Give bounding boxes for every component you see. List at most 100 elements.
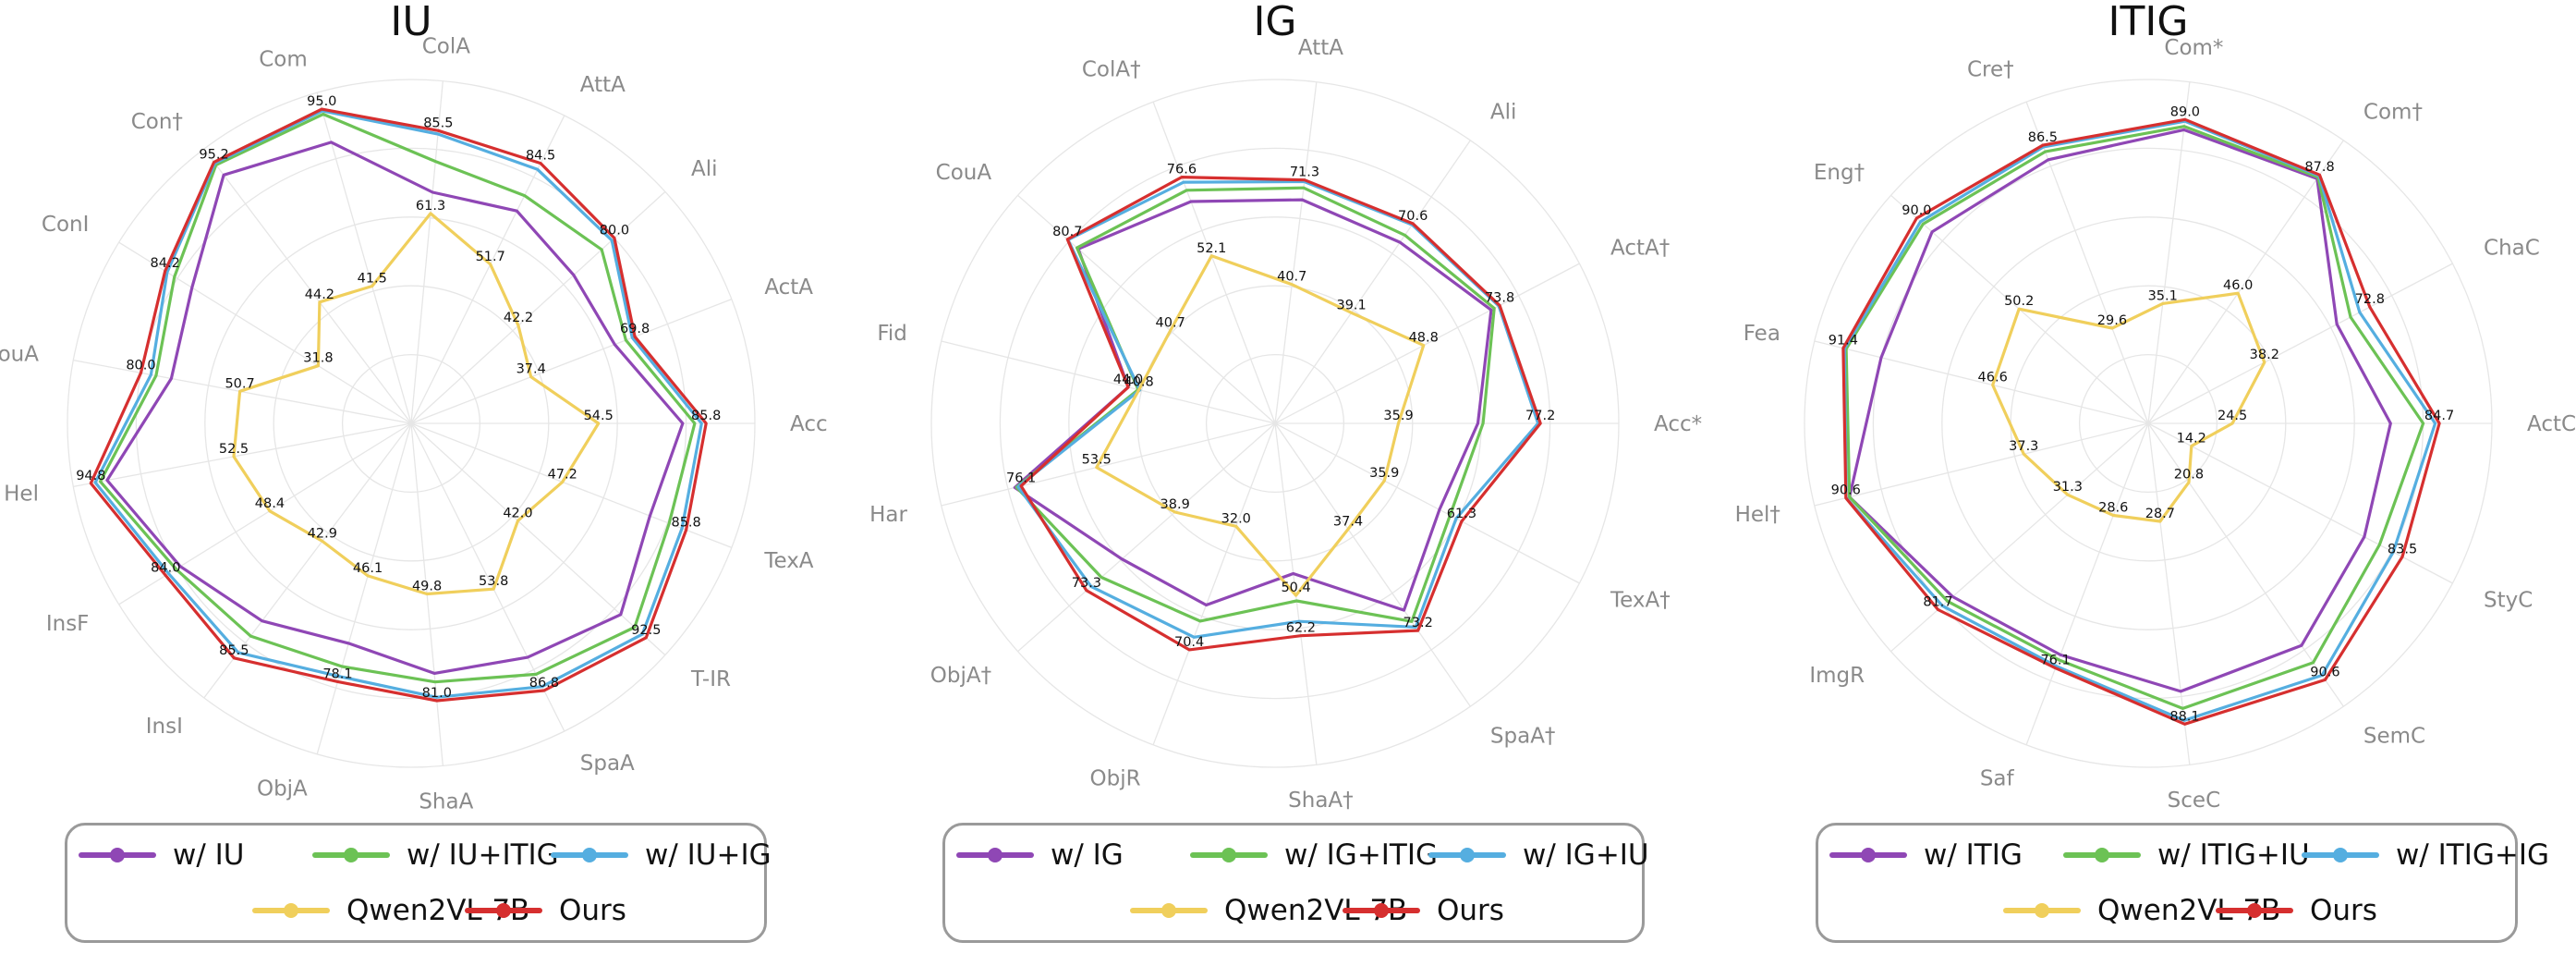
data-label: 76.1 — [1006, 471, 1036, 486]
legend-swatch — [1130, 903, 1208, 918]
legend-swatch — [312, 848, 390, 862]
grid-spoke — [410, 299, 733, 424]
legend-swatch — [1190, 848, 1268, 862]
legend-label: w/ ITIG+IG — [2396, 838, 2550, 872]
data-label: 40.7 — [1156, 316, 1185, 331]
data-label: 61.3 — [1447, 507, 1476, 521]
data-label: 48.4 — [255, 496, 285, 511]
data-label: 32.0 — [1221, 511, 1251, 526]
legend-marker — [496, 903, 511, 918]
data-label: 84.5 — [526, 149, 555, 164]
series-ours — [89, 107, 708, 703]
grid-spoke — [2147, 81, 2191, 424]
grid-spoke — [1274, 140, 1471, 424]
data-label: 73.2 — [1403, 616, 1433, 630]
data-label: 85.8 — [671, 515, 700, 530]
data-label: 81.7 — [1923, 595, 1952, 610]
data-label: 90.6 — [1831, 483, 1861, 498]
axis-label-coua: CouA — [0, 343, 39, 367]
data-label: 46.6 — [1978, 371, 2008, 385]
legend-item-ours: Ours — [465, 892, 626, 929]
grid-spoke — [2147, 422, 2344, 707]
axis-label-t-ir: T-IR — [690, 667, 731, 691]
data-label: 40.8 — [1124, 375, 1153, 390]
legend-marker — [110, 848, 125, 862]
data-label: 54.5 — [584, 409, 614, 423]
data-label: 95.2 — [199, 147, 228, 162]
grid-spoke — [316, 422, 412, 754]
data-label: 52.1 — [1197, 241, 1226, 256]
series-qwen2vl-7b — [1991, 291, 2266, 523]
legend-label: w/ IG+ITIG — [1284, 838, 1439, 872]
data-label: 80.0 — [126, 358, 155, 373]
axis-label-objr: ObjR — [1090, 766, 1141, 790]
legend-swatch — [1829, 848, 1907, 862]
chart-title: IG — [1253, 0, 1296, 45]
grid-spoke — [1890, 422, 2149, 653]
data-label: 39.1 — [1336, 298, 1366, 312]
grid-spoke — [2147, 140, 2344, 424]
axis-label-scec: SceC — [2168, 789, 2220, 813]
radar-panel-iu: IU Acc ActA Ali AttA ColA Com Con† ConI CouA Hel In… — [0, 0, 832, 954]
data-label: 90.6 — [2310, 665, 2339, 679]
legend-item-w-ig-itig: w/ IG+ITIG — [1190, 837, 1438, 874]
series-w-itig — [1848, 128, 2392, 693]
axis-label-texa: TexA — [763, 549, 813, 573]
radar-chart-ig: IG Acc* ActA† Ali AttA ColA† CouA Fid Har ObjA† Ob… — [869, 0, 1702, 813]
legend-item-w-ig-iu: w/ IG+IU — [1428, 837, 1649, 874]
series-w-ig — [1013, 198, 1493, 612]
data-label: 84.0 — [151, 560, 180, 575]
axis-label-ali: Ali — [691, 157, 718, 181]
grid-spoke — [2147, 263, 2453, 424]
axis-label-eng: Eng† — [1814, 161, 1865, 185]
data-label: 61.3 — [416, 199, 445, 214]
legend-label: w/ ITIG+IU — [2157, 838, 2310, 872]
data-label: 14.2 — [2177, 432, 2206, 446]
axis-label-insi: InsI — [146, 715, 183, 739]
series-w-iu-ig — [93, 109, 703, 699]
series-w-iu-itig — [98, 112, 697, 684]
grid-spoke — [203, 148, 412, 424]
grid-spoke — [1274, 422, 1580, 584]
data-label: 46.1 — [353, 561, 383, 576]
data-label: 46.0 — [2223, 278, 2253, 293]
legend-marker — [344, 848, 358, 862]
data-label: 72.8 — [2355, 292, 2385, 307]
legend-swatch — [2302, 848, 2379, 862]
data-label: 94.8 — [76, 469, 105, 483]
legend-marker — [1861, 848, 1876, 862]
legend-label: w/ IU — [173, 838, 245, 872]
legend-item-w-itig-ig: w/ ITIG+IG — [2302, 837, 2549, 874]
axis-label-spaa: SpaA — [580, 752, 635, 776]
data-label: 44.0 — [1113, 373, 1143, 387]
axis-label-shaa: ShaA† — [1288, 789, 1354, 813]
legend-itig: w/ ITIG w/ ITIG+IU w/ ITIG+IG Qwen2VL-7B Our… — [1816, 823, 2549, 943]
data-label: 80.0 — [600, 224, 629, 238]
legend-swatch — [465, 903, 542, 918]
data-label: 80.7 — [1052, 225, 1082, 239]
value-labels-ours: 84.7 72.8 87.8 89.0 86.5 90.0 91.4 90.6 81.7 76.1… — [1829, 104, 2455, 724]
data-label: 20.8 — [2174, 468, 2204, 483]
legend-swatch — [252, 903, 330, 918]
grid-spoke — [1814, 422, 2149, 507]
data-label: 84.2 — [151, 256, 180, 271]
axis-label-obja: ObjA — [257, 777, 308, 801]
chart-title: IU — [390, 0, 431, 45]
data-label: 70.6 — [1398, 209, 1428, 224]
grid-spoke — [410, 422, 666, 656]
grid-spoke — [1152, 422, 1276, 746]
grid-spoke — [410, 80, 444, 424]
legend-swatch — [1428, 848, 1506, 862]
legend-marker — [2333, 848, 2348, 862]
data-label: 35.9 — [1383, 409, 1413, 423]
legend-marker — [284, 903, 298, 918]
data-label: 81.0 — [422, 686, 452, 701]
data-label: 35.9 — [1369, 466, 1399, 481]
radar-panel-ig: IG Acc* ActA† Ali AttA ColA† CouA Fid Har ObjA† Ob… — [869, 0, 1705, 954]
data-label: 62.2 — [1286, 621, 1316, 636]
data-label: 24.5 — [2218, 409, 2247, 423]
axis-label-coua: CouA — [936, 161, 992, 185]
data-label: 51.7 — [476, 250, 505, 264]
grid-spoke — [941, 340, 1276, 424]
legend-marker — [1374, 903, 1389, 918]
